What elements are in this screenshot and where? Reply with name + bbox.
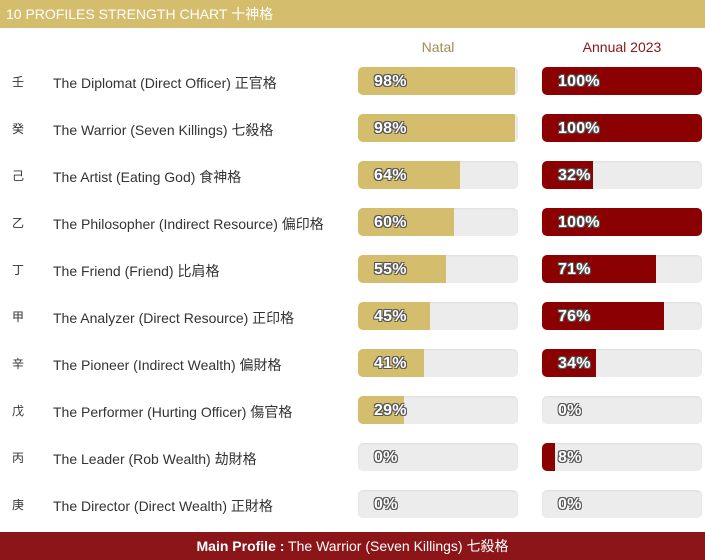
profile-row: 己 The Artist (Eating God) 食神格 64% 32% <box>0 161 705 191</box>
stem-character: 丁 <box>12 263 25 277</box>
profile-label: The Analyzer (Direct Resource) 正印格 <box>53 310 295 326</box>
natal-value-label: 60% <box>374 214 407 231</box>
annual-bar-track: 32% <box>542 161 702 189</box>
annual-bar-track: 71% <box>542 255 702 283</box>
annual-bar-track: 76% <box>542 302 702 330</box>
profile-row: 戊 The Performer (Hurting Officer) 傷官格 29% 0… <box>0 396 705 426</box>
stem-character: 庚 <box>12 498 25 512</box>
annual-bar <box>542 114 702 142</box>
annual-value-label: 8% <box>558 449 582 466</box>
annual-bar-track: 0% <box>542 396 702 424</box>
chart-title: 10 PROFILES STRENGTH CHART 十神格 <box>6 6 274 22</box>
profile-label: The Diplomat (Direct Officer) 正官格 <box>53 75 277 91</box>
natal-value-label: 55% <box>374 261 407 278</box>
natal-value-label: 41% <box>374 355 407 372</box>
natal-bar <box>358 396 404 424</box>
profile-label: The Leader (Rob Wealth) 劫財格 <box>53 451 257 467</box>
annual-bar <box>542 255 656 283</box>
natal-value-label: 98% <box>374 120 407 137</box>
natal-bar-track: 60% <box>358 208 518 236</box>
natal-column-header: Natal <box>421 39 455 55</box>
profile-label: The Artist (Eating God) 食神格 <box>53 169 242 185</box>
chart-header: 10 PROFILES STRENGTH CHART 十神格 <box>0 0 705 28</box>
natal-bar <box>358 255 446 283</box>
annual-value-label: 100% <box>558 214 600 231</box>
natal-bar-track: 55% <box>358 255 518 283</box>
profile-label: The Performer (Hurting Officer) 傷官格 <box>53 404 293 420</box>
annual-value-label: 34% <box>558 355 591 372</box>
profile-row: 癸 The Warrior (Seven Killings) 七殺格 98% 100% <box>0 114 705 144</box>
natal-bar-track: 0% <box>358 443 518 471</box>
natal-bar <box>358 161 460 189</box>
natal-value-label: 45% <box>374 308 407 325</box>
annual-value-label: 71% <box>558 261 591 278</box>
annual-value-label: 76% <box>558 308 591 325</box>
annual-value-label: 0% <box>558 496 582 513</box>
natal-bar-track: 0% <box>358 490 518 518</box>
natal-bar <box>358 349 424 377</box>
annual-column-header: Annual 2023 <box>582 39 662 55</box>
natal-bar-track: 45% <box>358 302 518 330</box>
natal-value-label: 0% <box>374 449 398 466</box>
stem-character: 壬 <box>12 75 25 89</box>
stem-character: 乙 <box>12 216 25 230</box>
main-profile-footer: Main Profile : The Warrior (Seven Killin… <box>0 532 705 560</box>
annual-value-label: 100% <box>558 120 600 137</box>
natal-bar <box>358 114 515 142</box>
stem-character: 辛 <box>12 357 25 371</box>
natal-value-label: 0% <box>374 496 398 513</box>
annual-bar-track: 8% <box>542 443 702 471</box>
stem-character: 丙 <box>12 451 25 465</box>
annual-bar <box>542 443 555 471</box>
stem-character: 己 <box>12 169 25 183</box>
main-profile-value: The Warrior (Seven Killings) 七殺格 <box>284 538 509 554</box>
profile-label: The Director (Direct Wealth) 正財格 <box>53 498 273 514</box>
profile-label: The Friend (Friend) 比肩格 <box>53 263 220 279</box>
natal-bar-track: 98% <box>358 114 518 142</box>
stem-character: 甲 <box>12 310 25 324</box>
natal-value-label: 98% <box>374 73 407 90</box>
annual-value-label: 100% <box>558 73 600 90</box>
natal-bar-track: 41% <box>358 349 518 377</box>
profile-row: 甲 The Analyzer (Direct Resource) 正印格 45% 76… <box>0 302 705 332</box>
annual-bar <box>542 302 664 330</box>
main-profile-label: Main Profile : <box>196 538 285 554</box>
profile-row: 壬 The Diplomat (Direct Officer) 正官格 98% 100… <box>0 67 705 97</box>
annual-bar-track: 100% <box>542 208 702 236</box>
profile-label: The Warrior (Seven Killings) 七殺格 <box>53 122 274 138</box>
natal-bar-track: 29% <box>358 396 518 424</box>
profile-row: 乙 The Philosopher (Indirect Resource) 偏印格… <box>0 208 705 238</box>
stem-character: 戊 <box>12 404 25 418</box>
profile-row: 丙 The Leader (Rob Wealth) 劫財格 0% 8% <box>0 443 705 473</box>
natal-value-label: 29% <box>374 402 407 419</box>
stem-character: 癸 <box>12 122 25 136</box>
annual-bar-track: 100% <box>542 67 702 95</box>
annual-bar <box>542 161 593 189</box>
profile-label: The Philosopher (Indirect Resource) 偏印格 <box>53 216 324 232</box>
profile-row: 辛 The Pioneer (Indirect Wealth) 偏財格 41% 34% <box>0 349 705 379</box>
annual-bar <box>542 67 702 95</box>
annual-bar-track: 34% <box>542 349 702 377</box>
natal-bar-track: 98% <box>358 67 518 95</box>
profile-row: 丁 The Friend (Friend) 比肩格 55% 71% <box>0 255 705 285</box>
annual-bar <box>542 208 702 236</box>
annual-value-label: 32% <box>558 167 591 184</box>
annual-bar <box>542 349 596 377</box>
annual-bar-track: 100% <box>542 114 702 142</box>
natal-bar-track: 64% <box>358 161 518 189</box>
annual-value-label: 0% <box>558 402 582 419</box>
profile-row: 庚 The Director (Direct Wealth) 正財格 0% 0% <box>0 490 705 520</box>
natal-bar <box>358 208 454 236</box>
annual-bar-track: 0% <box>542 490 702 518</box>
natal-bar <box>358 67 515 95</box>
profile-label: The Pioneer (Indirect Wealth) 偏財格 <box>53 357 282 373</box>
natal-value-label: 64% <box>374 167 407 184</box>
natal-bar <box>358 302 430 330</box>
